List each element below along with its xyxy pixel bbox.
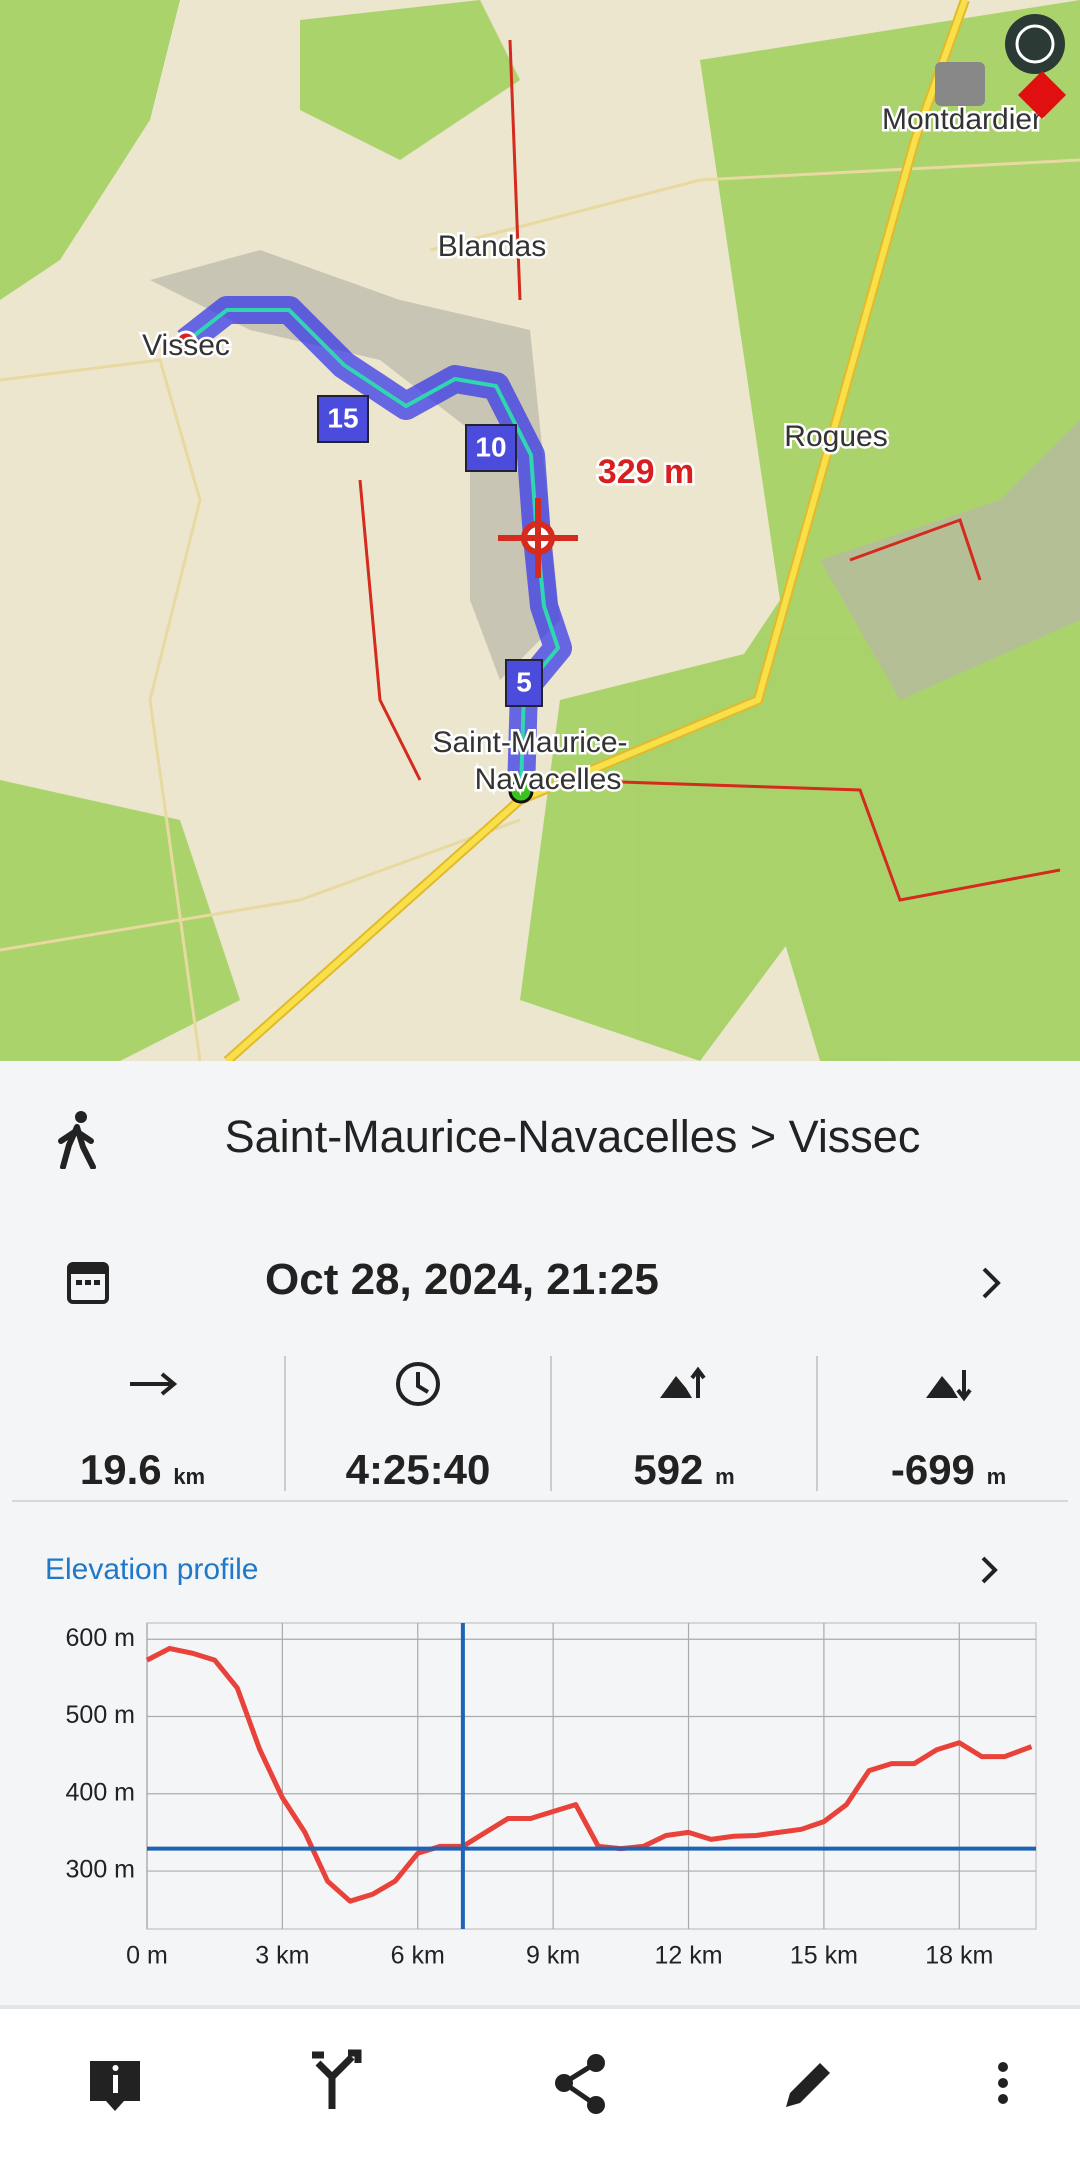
place-label: Rogues: [784, 420, 887, 453]
hike-icon: [58, 1111, 96, 1169]
stat-distance: 19.6 km: [0, 1446, 285, 1494]
edit-button[interactable]: [786, 2063, 830, 2107]
place-label: Montdardier: [882, 103, 1042, 136]
copyright-button[interactable]: [1005, 14, 1065, 74]
place-label: Vissec: [142, 329, 230, 362]
km-marker: 5: [516, 666, 532, 697]
elevation-line: [145, 1646, 1033, 1904]
track-name: Saint-Maurice-Navacelles > Vissec: [224, 1111, 921, 1162]
stat-value: 592: [633, 1446, 704, 1493]
stat-value: 19.6: [79, 1446, 162, 1493]
chart-title[interactable]: Elevation profile: [45, 1553, 258, 1586]
stat-value: 4:25:40: [345, 1446, 491, 1493]
place-label: Blandas: [438, 230, 546, 263]
y-tick-label: 600 m: [66, 1624, 135, 1652]
info-button[interactable]: [90, 2061, 140, 2111]
x-tick-label: 15 km: [790, 1942, 858, 1970]
y-tick-label: 500 m: [66, 1701, 135, 1729]
more-button[interactable]: [998, 2062, 1008, 2104]
y-tick-label: 400 m: [66, 1778, 135, 1806]
stat-value: -699: [890, 1446, 975, 1493]
stat-time: 4:25:40: [285, 1446, 551, 1494]
stat-ascent: 592 m: [551, 1446, 817, 1494]
place-label: Navacelles: [475, 763, 622, 796]
km-marker: 15: [327, 402, 358, 433]
x-tick-label: 6 km: [391, 1942, 445, 1970]
cursor-elevation: 329 m: [598, 453, 694, 491]
calendar-icon: [67, 1262, 109, 1304]
plot-frame: [146, 1622, 1037, 1930]
bottom-bar: [0, 2009, 1080, 2160]
photo-button[interactable]: [935, 62, 985, 106]
x-tick-label: 9 km: [526, 1942, 580, 1970]
track-date[interactable]: Oct 28, 2024, 21:25: [265, 1255, 659, 1304]
x-tick-label: 12 km: [654, 1942, 722, 1970]
stat-icons: [130, 1356, 972, 1491]
x-tick-label: 0 m: [126, 1942, 168, 1970]
x-tick-label: 3 km: [255, 1942, 309, 1970]
stat-unit: m: [715, 1464, 735, 1489]
km-marker: 10: [475, 431, 506, 462]
divider: [12, 1500, 1068, 1502]
place-label: Saint-Maurice-: [432, 726, 627, 759]
date-chevron[interactable]: [976, 1263, 1006, 1303]
y-tick-label: 300 m: [66, 1856, 135, 1884]
share-button[interactable]: [555, 2054, 605, 2114]
chart-chevron[interactable]: [981, 1556, 998, 1584]
stat-descent: -699 m: [817, 1446, 1080, 1494]
elevation-chart: Elevation profile 300 m 400 m 500 m 600 m 0 …: [45, 1553, 1037, 1970]
stat-unit: m: [986, 1464, 1007, 1489]
map[interactable]: 15 10 5 Blandas Vissec Rogues Saint-Maur…: [0, 0, 1080, 1061]
x-tick-label: 18 km: [925, 1942, 993, 1970]
stat-unit: km: [173, 1464, 206, 1489]
route-button[interactable]: [312, 2049, 362, 2109]
shadow: [0, 2005, 1080, 2009]
stats-row: 19.6 km 4:25:40 592 m -699 m: [0, 1356, 1080, 1496]
track-panel: Saint-Maurice-Navacelles > Vissec Oct 28…: [0, 1061, 1080, 2009]
